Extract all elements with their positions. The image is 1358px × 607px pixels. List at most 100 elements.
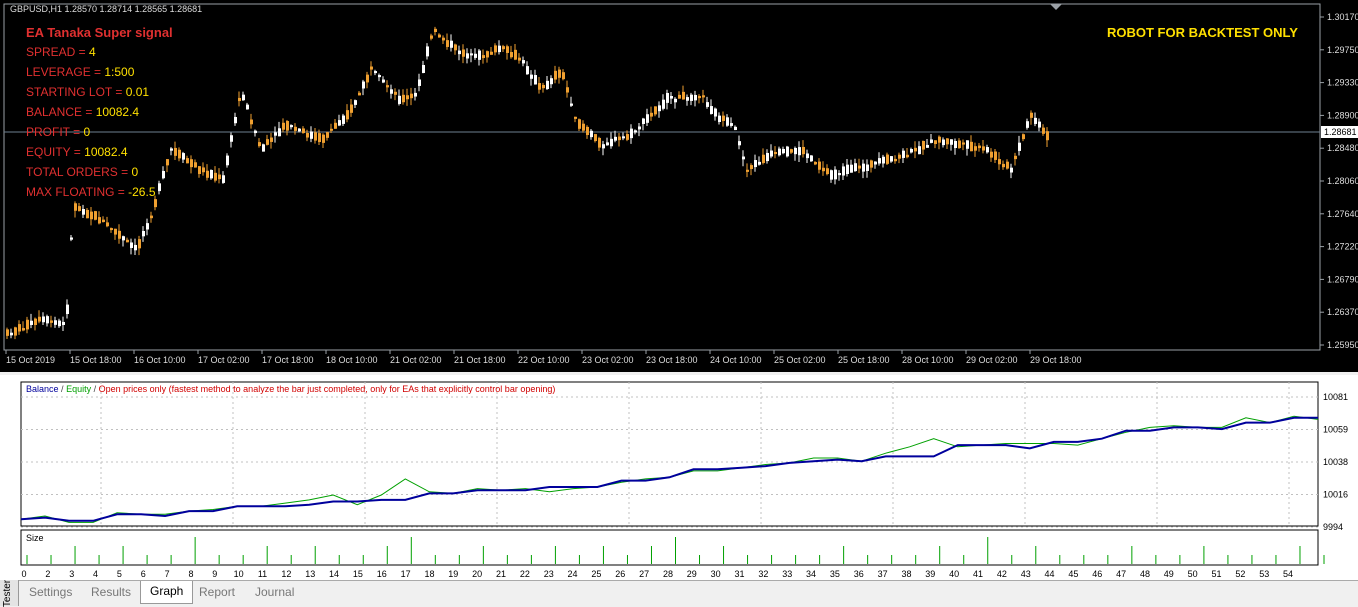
bear-candle — [618, 136, 621, 141]
bull-candle — [158, 183, 161, 192]
bear-candle — [678, 94, 681, 99]
bull-candle — [902, 150, 905, 158]
bear-candle — [314, 132, 317, 141]
bull-candle — [666, 92, 669, 103]
price-tick-label: 1.30170 — [1327, 12, 1358, 22]
bull-candle — [606, 142, 609, 146]
bull-candle — [278, 128, 281, 137]
bull-candle — [810, 155, 813, 162]
bear-candle — [982, 146, 985, 151]
bull-candle — [706, 102, 709, 107]
bull-candle — [694, 94, 697, 101]
graph-y-tick-label: 9994 — [1323, 522, 1343, 532]
graph-x-tick-label: 49 — [1164, 569, 1174, 579]
graph-x-tick-label: 36 — [854, 569, 864, 579]
bear-candle — [898, 154, 901, 159]
graph-x-tick-label: 54 — [1283, 569, 1293, 579]
bull-candle — [134, 244, 137, 251]
bear-candle — [582, 123, 585, 131]
tab-graph[interactable]: Graph — [140, 581, 194, 604]
bull-candle — [766, 152, 769, 162]
bear-candle — [22, 328, 25, 331]
bear-candle — [446, 40, 449, 47]
time-tick-label: 18 Oct 10:00 — [326, 355, 378, 365]
bull-candle — [498, 45, 501, 53]
bear-candle — [294, 126, 297, 131]
tab-report[interactable]: Report — [199, 585, 236, 599]
bull-candle — [66, 304, 69, 315]
bear-candle — [510, 52, 513, 58]
bear-candle — [566, 87, 569, 93]
tab-settings[interactable]: Settings — [29, 585, 73, 599]
bull-candle — [298, 128, 301, 132]
bear-candle — [562, 72, 565, 80]
bull-candle — [338, 120, 341, 126]
price-chart[interactable]: 1.30170 1.29750 1.29330 1.28900 1.28480 1.280… — [0, 0, 1358, 372]
tester-graph[interactable]: 10081 10059 10038 10016 9994 0 2 3 4 5 6 7 8 9 10 11 12 1… — [0, 375, 1358, 580]
info-row: EQUITY = 10082.4 — [26, 145, 128, 159]
bull-candle — [142, 230, 145, 237]
bear-candle — [218, 174, 221, 180]
time-tick-label: 15 Oct 18:00 — [70, 355, 122, 365]
graph-x-tick-label: 33 — [782, 569, 792, 579]
graph-x-tick-label: 44 — [1045, 569, 1055, 579]
info-value: 10082.4 — [84, 145, 128, 159]
price-tick-label: 1.29750 — [1327, 45, 1358, 55]
bear-candle — [518, 57, 521, 61]
bull-candle — [422, 64, 425, 73]
bear-candle — [118, 230, 121, 239]
bull-candle — [262, 144, 265, 152]
graph-x-tick-label: 3 — [69, 569, 74, 579]
graph-x-tick-label: 0 — [21, 569, 26, 579]
graph-y-tick-label: 10038 — [1323, 457, 1348, 467]
bull-candle — [966, 140, 969, 149]
bull-candle — [658, 105, 661, 112]
bull-candle — [390, 89, 393, 94]
graph-x-tick-label: 45 — [1068, 569, 1078, 579]
bear-candle — [358, 92, 361, 96]
bear-candle — [974, 146, 977, 151]
bear-candle — [1022, 134, 1025, 140]
bear-candle — [790, 149, 793, 153]
bear-candle — [538, 83, 541, 90]
bull-candle — [662, 99, 665, 109]
bull-candle — [674, 98, 677, 103]
tester-vertical-tab[interactable]: Tester — [0, 580, 19, 607]
bear-candle — [258, 142, 261, 147]
bear-candle — [1030, 112, 1033, 118]
bull-candle — [890, 156, 893, 162]
graph-x-tick-label: 13 — [305, 569, 315, 579]
graph-legend: Balance / Equity / Open prices only (fas… — [26, 384, 556, 394]
bear-candle — [106, 222, 109, 227]
bull-candle — [738, 141, 741, 146]
bear-candle — [814, 161, 817, 165]
price-tick-label: 1.25950 — [1327, 340, 1358, 350]
graph-x-tick-label: 31 — [734, 569, 744, 579]
bull-candle — [830, 170, 833, 180]
bull-candle — [794, 147, 797, 155]
info-value: -26.5 — [128, 185, 156, 199]
bull-candle — [610, 138, 613, 147]
time-tick-label: 28 Oct 10:00 — [902, 355, 954, 365]
bull-candle — [758, 161, 761, 165]
bear-candle — [334, 122, 337, 129]
graph-x-tick-label: 29 — [687, 569, 697, 579]
bull-candle — [418, 79, 421, 86]
bull-candle — [1034, 117, 1037, 124]
bear-candle — [578, 119, 581, 129]
tab-journal[interactable]: Journal — [255, 585, 295, 599]
bull-candle — [846, 164, 849, 175]
bull-candle — [546, 80, 549, 90]
bull-candle — [1018, 142, 1021, 151]
bear-candle — [486, 51, 489, 58]
bull-candle — [718, 115, 721, 123]
graph-x-tick-label: 4 — [93, 569, 98, 579]
bear-candle — [594, 134, 597, 142]
info-row: MAX FLOATING = -26.5 — [26, 185, 156, 199]
tab-results[interactable]: Results — [91, 585, 132, 599]
bear-candle — [626, 134, 629, 140]
bear-candle — [774, 151, 777, 155]
graph-x-tick-label: 47 — [1116, 569, 1126, 579]
tester-tabs: Settings Results Graph Report Journal — [0, 580, 1358, 607]
bear-candle — [502, 46, 505, 50]
